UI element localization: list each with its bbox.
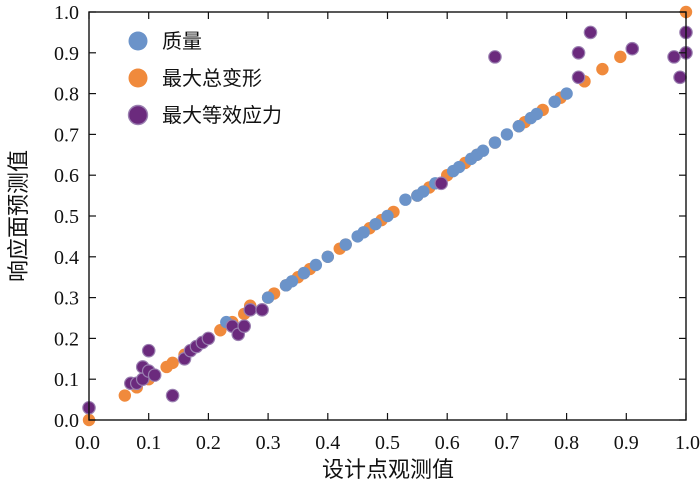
data-point-series-1 — [452, 160, 466, 174]
data-point-series-1 — [488, 136, 502, 149]
data-point-series-3 — [255, 303, 269, 317]
data-point-series-1 — [476, 144, 490, 157]
data-point-series-3 — [488, 50, 502, 64]
data-point-series-3 — [434, 176, 449, 191]
data-point-series-2 — [596, 62, 609, 76]
data-point-series-2 — [614, 50, 627, 64]
y-axis-label: 响应面预测值 — [7, 150, 32, 282]
axis-ticks-layer: 0.0 0.1 0.2 0.3 0.4 0.5 0.6 0.7 0.8 0.9 1.0 0.0 0.1 0… — [54, 2, 700, 454]
y-tick-label: 0.4 — [54, 247, 79, 269]
data-point-series-1 — [500, 128, 514, 141]
data-point-series-3 — [243, 303, 257, 317]
data-point-series-3 — [571, 45, 586, 60]
y-tick-label: 1.0 — [54, 2, 79, 24]
y-tick-label: 0.8 — [54, 84, 79, 106]
data-point-series-1 — [548, 95, 561, 108]
data-point-series-3 — [571, 70, 586, 85]
x-tick-label: 0.0 — [75, 432, 100, 454]
x-tick-label: 0.9 — [614, 432, 639, 454]
y-tick-label: 0.3 — [54, 288, 79, 310]
data-point-series-1 — [339, 238, 352, 251]
data-point-series-3 — [147, 368, 162, 382]
y-tick-label: 0.2 — [54, 328, 79, 350]
data-point-series-1 — [285, 275, 299, 288]
y-tick-label: 0.5 — [54, 206, 79, 228]
x-tick-label: 0.1 — [136, 432, 161, 454]
x-tick-label: 1.0 — [675, 432, 700, 454]
data-point-series-1 — [530, 107, 543, 121]
x-tick-label: 0.8 — [554, 432, 579, 454]
data-point-series-3 — [165, 388, 180, 403]
x-tick-label: 0.5 — [375, 432, 400, 454]
data-point-series-1 — [417, 185, 430, 198]
data-point-series-3 — [667, 50, 681, 64]
legend-label-series-1: 质量 — [162, 29, 202, 53]
legend-marker-series-3 — [127, 104, 149, 126]
x-tick-label: 0.4 — [315, 432, 340, 454]
data-point-series-3 — [141, 343, 156, 358]
data-point-series-1 — [321, 250, 334, 263]
x-tick-label: 0.7 — [494, 432, 519, 454]
data-point-series-1 — [512, 120, 526, 133]
data-point-series-2 — [118, 389, 132, 402]
y-tick-label: 0.7 — [54, 124, 79, 146]
legend-label-series-2: 最大总变形 — [162, 66, 262, 90]
data-point-series-2 — [166, 356, 179, 370]
y-tick-label: 0.6 — [54, 165, 79, 187]
data-points-layer — [82, 5, 693, 427]
x-tick-label: 0.6 — [435, 432, 460, 454]
x-axis-label: 设计点观测值 — [322, 458, 454, 483]
data-point-series-3 — [625, 41, 640, 56]
x-tick-label: 0.3 — [256, 432, 281, 454]
y-tick-label: 0.9 — [54, 43, 79, 65]
data-point-series-1 — [357, 226, 370, 239]
legend-marker-series-2 — [128, 68, 148, 88]
data-point-series-1 — [261, 291, 275, 304]
data-point-series-3 — [673, 70, 687, 85]
data-point-series-3 — [201, 331, 216, 346]
legend-marker-series-1 — [128, 31, 148, 51]
data-point-series-3 — [237, 319, 252, 333]
data-point-series-1 — [369, 217, 382, 231]
data-point-series-3 — [583, 25, 598, 40]
data-point-series-1 — [560, 87, 573, 100]
data-point-series-1 — [309, 258, 323, 272]
x-tick-label: 0.2 — [196, 432, 221, 454]
y-tick-label: 0.0 — [54, 410, 79, 432]
y-tick-label: 0.1 — [54, 369, 79, 391]
data-point-series-1 — [297, 266, 311, 280]
data-point-series-1 — [381, 209, 394, 223]
data-point-series-1 — [399, 193, 412, 206]
legend-label-series-3: 最大等效应力 — [162, 103, 282, 127]
